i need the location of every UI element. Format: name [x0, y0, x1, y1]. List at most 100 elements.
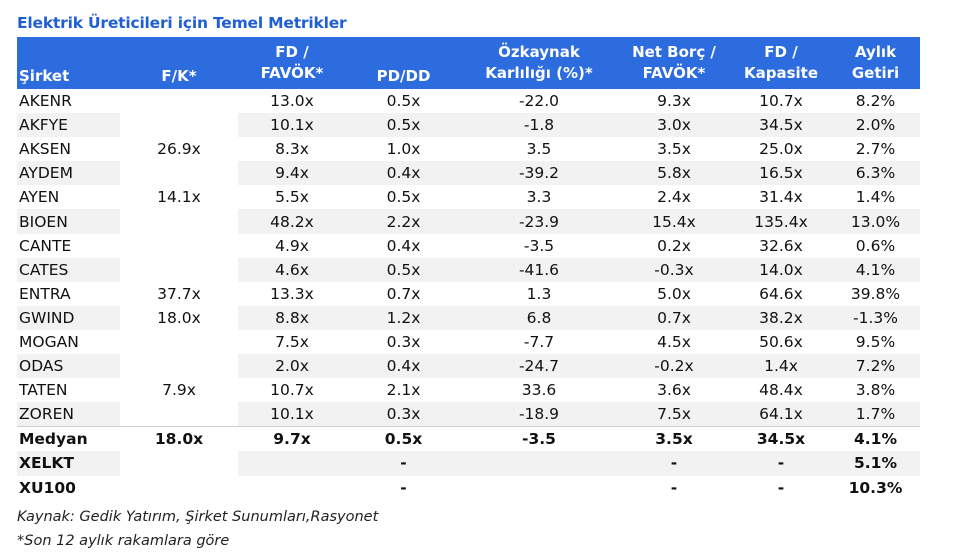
cell-company: ENTRA	[19, 284, 71, 303]
cell-roe: 6.8	[461, 305, 617, 330]
cell-ev-capacity: 64.6x	[759, 284, 803, 303]
header-pb: PD/DD	[346, 37, 461, 89]
cell-pe	[120, 89, 238, 113]
cell-pb: 0.7x	[386, 284, 421, 303]
cell-monthly-return: 1.7%	[831, 402, 920, 427]
cell-pe	[120, 209, 238, 233]
cell-monthly-return: 7.2%	[831, 354, 920, 379]
cell-net-debt-ebitda: 2.4x	[657, 188, 691, 207]
cell-monthly-return: 2.7%	[855, 140, 896, 159]
cell-pe	[120, 161, 238, 185]
cell-roe	[461, 451, 617, 476]
header-pe: F/K*	[120, 37, 238, 89]
cell-net-debt-ebitda: 5.8x	[617, 161, 731, 186]
index-row: XU100 - - - 10.3%	[17, 476, 920, 500]
cell-roe: -3.5	[523, 236, 555, 255]
cell-pe	[120, 451, 238, 475]
cell-monthly-return: -1.3%	[831, 305, 920, 330]
cell-company: BIOEN	[17, 209, 120, 234]
cell-company: Medyan	[17, 426, 120, 452]
cell-ev-capacity: -	[731, 451, 831, 476]
cell-ev-capacity: 34.5x	[731, 426, 831, 452]
cell-ev-capacity: 1.4x	[731, 354, 831, 379]
cell-monthly-return: 13.0%	[831, 209, 920, 234]
header-row: Şirket F/K* FD / FAVÖK* PD/DD Özkaynak Kar…	[17, 37, 920, 89]
table-row: ODAS 2.0x 0.4x -24.7 -0.2x 1.4x 7.2%	[17, 354, 920, 379]
cell-net-debt-ebitda: -	[617, 451, 731, 476]
cell-net-debt-ebitda: 4.5x	[657, 332, 691, 351]
median-row: Medyan 18.0x 9.7x 0.5x -3.5 3.5x 34.5x 4.1%	[17, 426, 920, 452]
cell-ev-capacity: 31.4x	[759, 188, 803, 207]
cell-roe: -39.2	[461, 161, 617, 186]
cell-pb: 1.2x	[346, 305, 461, 330]
cell-net-debt-ebitda: 3.5x	[657, 140, 691, 159]
cell-company: CATES	[17, 257, 120, 282]
cell-pe	[120, 476, 238, 500]
cell-pb: 0.5x	[386, 188, 421, 207]
cell-pb: 1.0x	[386, 140, 421, 159]
cell-roe	[461, 476, 617, 500]
cell-roe: -24.7	[461, 354, 617, 379]
cell-company: GWIND	[17, 305, 120, 330]
cell-ev-ebitda: 2.0x	[238, 354, 346, 379]
index-row: XELKT - - -5.1%	[17, 451, 920, 476]
header-company: Şirket	[17, 37, 120, 89]
cell-ev-capacity: 25.0x	[759, 140, 803, 159]
table-row: CANTE 4.9x 0.4x -3.5 0.2x 32.6x 0.6%	[17, 234, 920, 258]
cell-company: AKSEN	[19, 140, 71, 159]
cell-ev-ebitda: 8.8x	[238, 305, 346, 330]
header-label-top: FD /	[275, 43, 309, 61]
table-row: AYDEM 9.4x 0.4x -39.2 5.8x 16.5x 6.3%	[17, 161, 920, 186]
cell-pe	[120, 402, 238, 427]
cell-monthly-return: 4.1%	[831, 257, 920, 282]
cell-ev-ebitda: 5.5x	[275, 188, 309, 207]
cell-ev-ebitda: 13.0x	[270, 92, 314, 111]
cell-ev-capacity: 38.2x	[731, 305, 831, 330]
cell-roe: -22.0	[518, 92, 560, 111]
table-row: ENTRA 37.7x 13.3x 0.7x 1.3 5.0x 64.6x 39.8%	[17, 282, 920, 306]
header-ev-ebitda: FD / FAVÖK*	[238, 37, 346, 89]
table-row: MOGAN 7.5x 0.3x -7.7 4.5x 50.6x 9.5%	[17, 330, 920, 354]
cell-company: XU100	[19, 478, 76, 497]
cell-ev-capacity: 32.6x	[759, 236, 803, 255]
cell-ev-ebitda: 10.1x	[238, 113, 346, 138]
cell-company: MOGAN	[19, 332, 79, 351]
table-row: ZOREN 10.1x 0.3x -18.9 7.5x 64.1x 1.7%	[17, 402, 920, 427]
table-row: GWIND 18.0x 8.8x 1.2x 6.8 0.7x 38.2x -1.3%	[17, 305, 920, 330]
cell-ev-capacity: 64.1x	[731, 402, 831, 427]
cell-monthly-return: 2.0%	[831, 113, 920, 138]
header-label: Şirket	[19, 67, 70, 85]
cell-company: ZOREN	[17, 402, 120, 427]
cell-roe: 1.3	[526, 284, 552, 303]
cell-net-debt-ebitda: -0.2x	[617, 354, 731, 379]
header-label-top: FD /	[764, 43, 798, 61]
cell-pb: 2.2x	[346, 209, 461, 234]
cell-monthly-return: 9.5%	[855, 332, 896, 351]
cell-company: XELKT	[17, 451, 120, 476]
cell-pe: 14.1x	[157, 188, 201, 207]
cell-monthly-return: 6.3%	[831, 161, 920, 186]
cell-pb: 0.4x	[346, 161, 461, 186]
cell-pe	[120, 258, 238, 282]
cell-ev-capacity: 48.4x	[759, 381, 803, 400]
cell-ev-capacity: 10.7x	[759, 92, 803, 111]
cell-ev-capacity: 50.6x	[759, 332, 803, 351]
cell-roe: -18.9	[461, 402, 617, 427]
cell-ev-ebitda: 8.3x	[275, 140, 309, 159]
header-label-bottom: Kapasite	[743, 64, 819, 82]
cell-ev-capacity: 14.0x	[731, 257, 831, 282]
header-label-bottom: FAVÖK*	[642, 64, 706, 82]
cell-pe	[120, 330, 238, 354]
table-body: AKENR 13.0x 0.5x -22.0 9.3x 10.7x 8.2% AKFYE 10.…	[17, 89, 920, 500]
header-roe: Özkaynak Karlılığı (%)*	[461, 37, 617, 89]
cell-company: AKENR	[19, 92, 72, 111]
table-row: AYEN 14.1x 5.5x 0.5x 3.3 2.4x 31.4x 1.4%	[17, 185, 920, 209]
cell-ev-ebitda: 4.6x	[238, 257, 346, 282]
cell-company: ODAS	[17, 354, 120, 379]
header-label-top: Özkaynak	[498, 43, 580, 61]
cell-monthly-return: 5.1%	[831, 451, 920, 476]
cell-ev-ebitda: 10.7x	[270, 381, 314, 400]
cell-ev-ebitda: 10.1x	[238, 402, 346, 427]
cell-pb: 0.5x	[386, 92, 421, 111]
cell-roe: -23.9	[461, 209, 617, 234]
